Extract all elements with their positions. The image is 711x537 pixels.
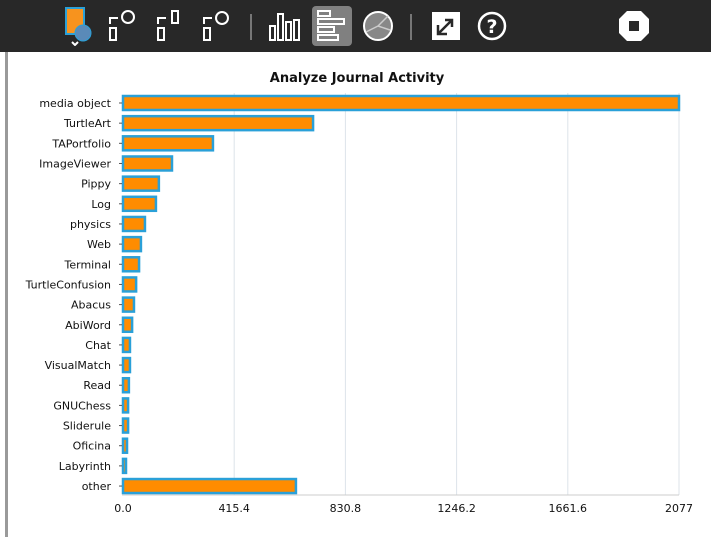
y-tick-label: Sliderule [63, 420, 111, 433]
bar [121, 477, 298, 495]
bar [121, 155, 174, 172]
y-tick-label: Read [83, 379, 111, 392]
bar [121, 276, 138, 293]
y-tick-label: other [82, 480, 112, 493]
bar [121, 296, 136, 313]
import-files-icon[interactable] [152, 8, 188, 44]
y-tick-label: GNUChess [53, 399, 111, 412]
separator [410, 14, 412, 40]
y-tick-label: TurtleArt [63, 117, 112, 130]
y-tick-label: physics [70, 218, 111, 231]
bar [121, 417, 130, 434]
stop-icon[interactable] [616, 8, 652, 44]
y-tick-label: Web [87, 238, 111, 251]
bar [121, 316, 134, 334]
y-tick-label: Pippy [81, 178, 111, 191]
bar-chart: Analyze Journal Activity media object Tur… [25, 71, 693, 515]
x-tick-label: 1246.2 [437, 502, 476, 515]
panel-border [5, 52, 8, 537]
svg-text:?: ? [486, 16, 497, 38]
bar [121, 376, 131, 394]
bar [121, 457, 128, 475]
x-tick-label: 2077 [665, 502, 693, 515]
y-tick-label: Abacus [71, 299, 111, 312]
y-tick-label: Oficina [73, 440, 111, 453]
import-chart-icon[interactable] [104, 8, 140, 44]
bar [121, 437, 129, 454]
y-tick-label: Chat [85, 339, 111, 352]
y-tick-label: Log [91, 198, 111, 211]
y-tick-label: Labyrinth [59, 460, 111, 473]
toolbar: ? [0, 0, 711, 52]
fullscreen-icon[interactable] [428, 8, 464, 44]
journal-activity-icon[interactable] [58, 7, 94, 46]
help-icon[interactable]: ? [474, 8, 510, 44]
chart-title: Analyze Journal Activity [270, 71, 445, 86]
y-tick-label: TAPortfolio [51, 137, 111, 150]
bar [121, 336, 132, 354]
vertical-bar-chart-icon[interactable] [266, 8, 302, 44]
bar [121, 135, 215, 152]
bar [121, 215, 147, 233]
y-tick-label: TurtleConfusion [25, 278, 111, 291]
horizontal-bar-chart-icon[interactable] [312, 6, 352, 46]
bar [121, 175, 161, 192]
x-tick-label: 415.4 [218, 502, 250, 515]
bar [121, 195, 158, 213]
y-tick-label: ImageViewer [39, 157, 111, 170]
x-tick-label: 0.0 [114, 502, 132, 515]
y-tick-label: AbiWord [65, 319, 111, 332]
pie-chart-icon[interactable] [360, 8, 396, 44]
bar [121, 235, 143, 253]
separator [250, 14, 252, 40]
bar [121, 397, 130, 414]
import-turtle-icon[interactable] [198, 8, 234, 44]
bar [121, 114, 315, 132]
bar [121, 256, 141, 273]
bar [121, 94, 681, 112]
bar [121, 356, 132, 374]
x-tick-label: 1661.6 [549, 502, 588, 515]
y-tick-label: Terminal [64, 258, 112, 271]
x-tick-label: 830.8 [330, 502, 362, 515]
y-tick-label: media object [39, 97, 111, 110]
y-tick-label: VisualMatch [45, 359, 111, 372]
